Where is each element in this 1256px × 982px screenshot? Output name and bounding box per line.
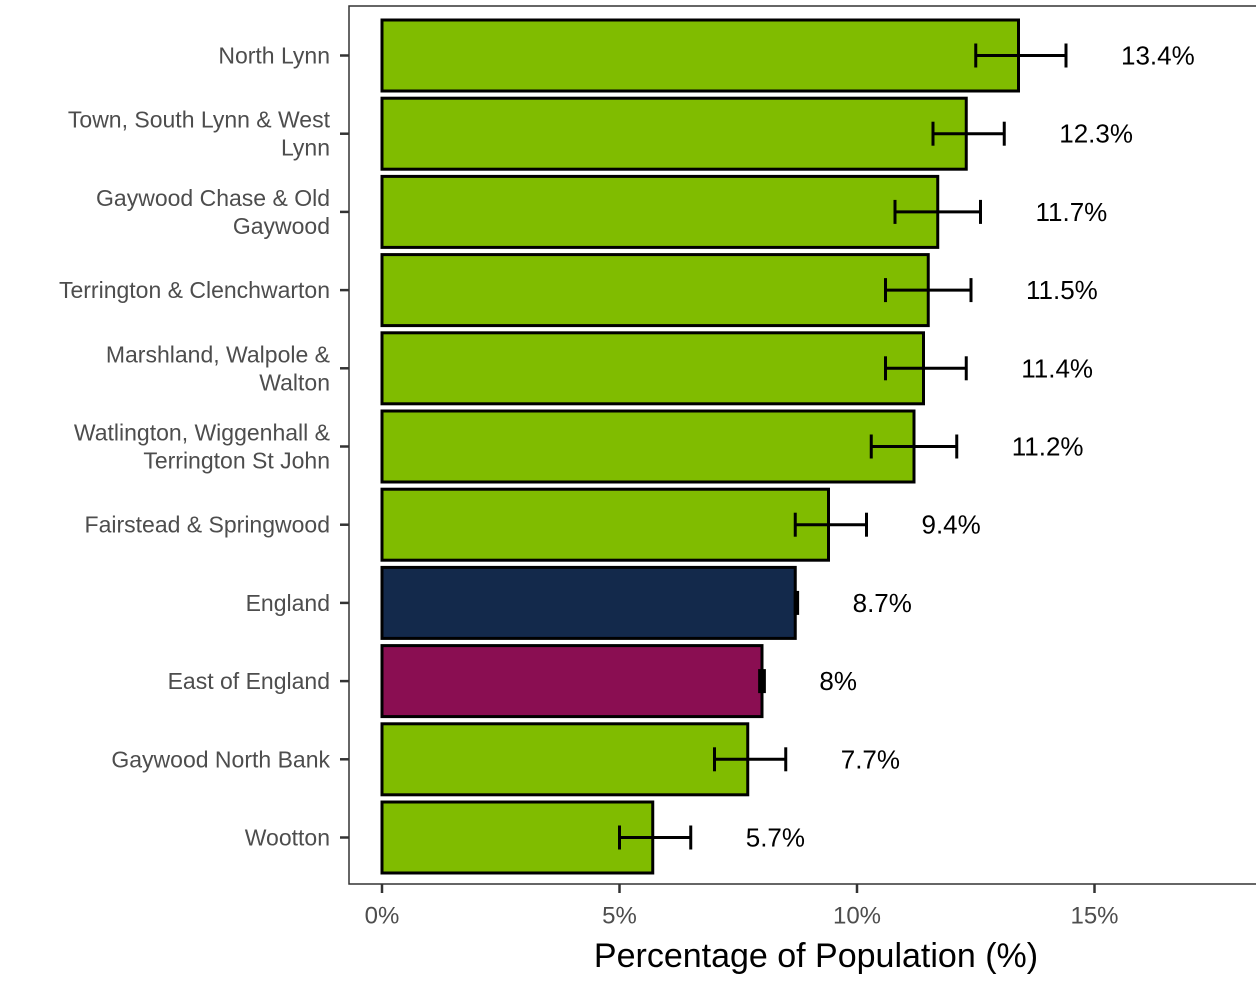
category-label-line: Town, South Lynn & West <box>68 107 331 133</box>
category-label-line: North Lynn <box>218 43 330 69</box>
category-label-line: Lynn <box>281 135 330 161</box>
category-label: Watlington, Wiggenhall & Terrington St Jo… <box>74 420 330 474</box>
x-tick-label: 5% <box>602 903 637 930</box>
plot-panel-border <box>348 5 1256 885</box>
category-label: North Lynn <box>218 43 330 69</box>
data-label: 12.3% <box>1059 119 1133 149</box>
bar <box>380 487 830 562</box>
error-bar <box>713 747 788 772</box>
data-label: 11.2% <box>1012 432 1084 462</box>
data-label: 13.4% <box>1121 41 1195 71</box>
bar <box>380 409 916 484</box>
category-label-line: Wootton <box>245 825 330 851</box>
category-label: England <box>246 590 330 616</box>
category-label: Fairstead & Springwood <box>85 512 330 538</box>
error-bar <box>618 825 693 850</box>
data-label: 5.7% <box>746 823 805 853</box>
error-bar <box>793 590 800 615</box>
category-label-line: Watlington, Wiggenhall & <box>74 420 330 446</box>
category-label-line: Terrington St John <box>143 448 330 474</box>
bar <box>380 253 930 328</box>
category-label-line: East of England <box>168 668 330 694</box>
data-label: 8.7% <box>853 588 912 618</box>
category-label-line: Gaywood North Bank <box>111 746 330 772</box>
category-label-line: Walton <box>259 369 330 395</box>
x-tick-label: 15% <box>1070 903 1118 930</box>
bar <box>380 96 968 171</box>
category-label: East of England <box>168 668 330 694</box>
category-label: Gaywood North Bank <box>111 746 330 772</box>
bar <box>380 722 750 797</box>
bar <box>380 644 764 719</box>
error-bar <box>884 356 968 381</box>
x-tick-label: 0% <box>365 903 400 930</box>
error-bar <box>884 278 973 303</box>
error-bar <box>974 43 1068 68</box>
data-label: 7.7% <box>841 744 900 774</box>
error-bar <box>931 121 1006 146</box>
bar <box>380 174 940 249</box>
data-label: 11.7% <box>1036 197 1108 227</box>
data-label: 9.4% <box>922 510 981 540</box>
error-bar <box>758 669 766 694</box>
data-label: 11.5% <box>1026 275 1098 305</box>
error-bar <box>893 199 982 224</box>
category-label: Town, South Lynn & West Lynn <box>68 107 331 161</box>
category-label: Marshland, Walpole & Walton <box>106 341 330 395</box>
bar <box>380 18 1020 93</box>
bar <box>380 331 925 406</box>
error-bar <box>869 434 959 459</box>
category-label-line: Fairstead & Springwood <box>85 512 330 538</box>
bar <box>380 565 797 640</box>
category-label: Gaywood Chase & Old Gaywood <box>96 185 330 239</box>
x-axis-title: Percentage of Population (%) <box>594 937 1038 975</box>
error-bar <box>793 512 868 537</box>
category-label: Terrington & Clenchwarton <box>59 277 330 303</box>
category-label-line: Gaywood <box>233 213 330 239</box>
data-label: 11.4% <box>1021 353 1093 383</box>
category-label-line: Terrington & Clenchwarton <box>59 277 330 303</box>
category-label-line: Marshland, Walpole & <box>106 341 330 367</box>
data-label: 8% <box>819 666 857 696</box>
bar <box>380 800 655 875</box>
x-tick-label: 10% <box>833 903 881 930</box>
category-label-line: England <box>246 590 330 616</box>
category-label: Wootton <box>245 825 330 851</box>
category-label-line: Gaywood Chase & Old <box>96 185 330 211</box>
